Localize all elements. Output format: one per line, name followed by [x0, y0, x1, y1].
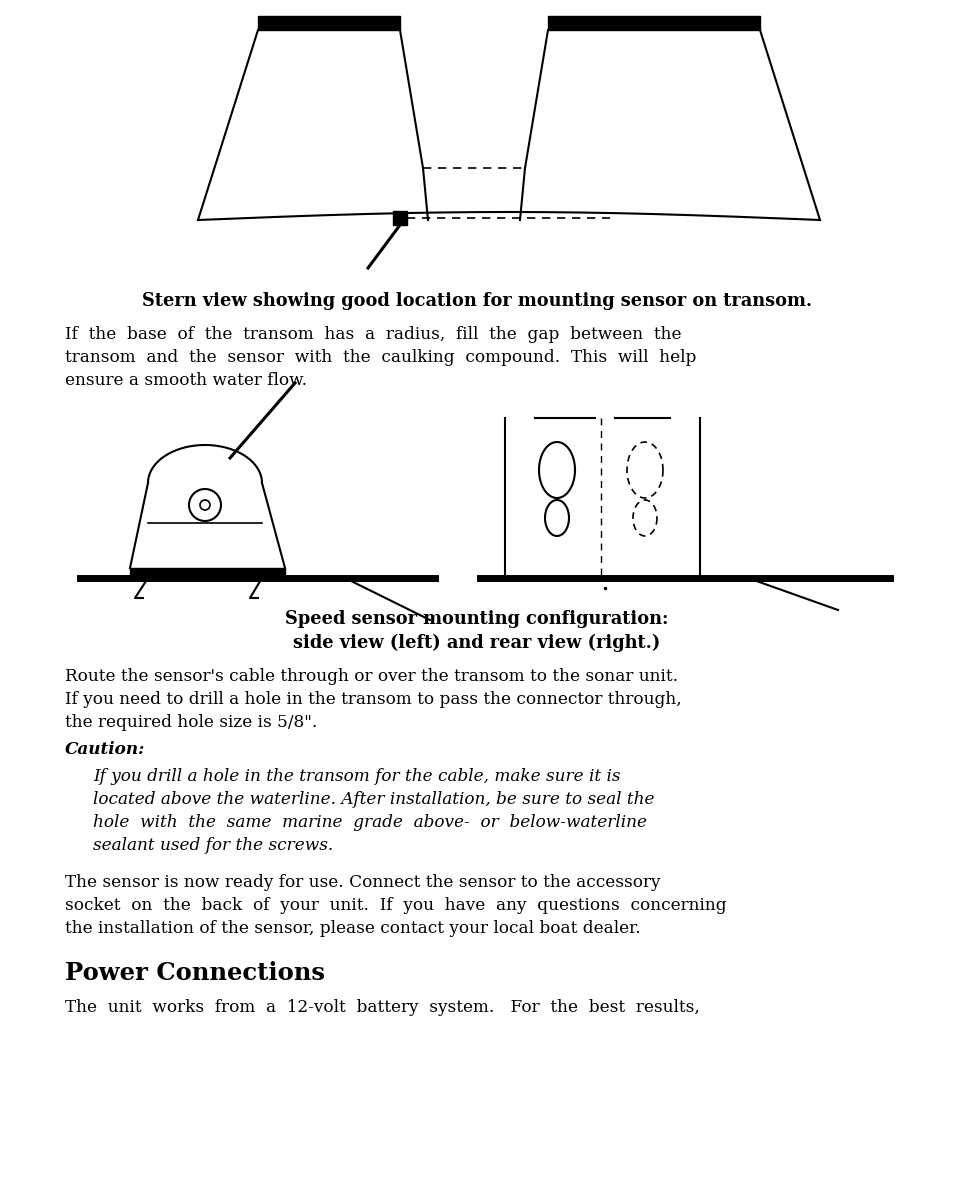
Text: hole  with  the  same  marine  grade  above-  or  below-waterline: hole with the same marine grade above- o… — [92, 814, 646, 831]
Text: socket  on  the  back  of  your  unit.  If  you  have  any  questions  concernin: socket on the back of your unit. If you … — [65, 897, 726, 914]
Text: The sensor is now ready for use. Connect the sensor to the accessory: The sensor is now ready for use. Connect… — [65, 874, 659, 891]
Text: transom  and  the  sensor  with  the  caulking  compound.  This  will  help: transom and the sensor with the caulking… — [65, 349, 696, 366]
Text: Stern view showing good location for mounting sensor on transom.: Stern view showing good location for mou… — [142, 293, 811, 311]
Text: If you drill a hole in the transom for the cable, make sure it is: If you drill a hole in the transom for t… — [92, 769, 619, 785]
Text: Caution:: Caution: — [65, 741, 145, 758]
Text: Power Connections: Power Connections — [65, 962, 325, 986]
Text: the installation of the sensor, please contact your local boat dealer.: the installation of the sensor, please c… — [65, 920, 640, 936]
Text: the required hole size is 5/8".: the required hole size is 5/8". — [65, 713, 317, 731]
Polygon shape — [393, 211, 407, 225]
Text: side view (left) and rear view (right.): side view (left) and rear view (right.) — [293, 634, 660, 652]
Text: ensure a smooth water flow.: ensure a smooth water flow. — [65, 372, 307, 388]
Text: located above the waterline. After installation, be sure to seal the: located above the waterline. After insta… — [92, 791, 654, 808]
Text: If  the  base  of  the  transom  has  a  radius,  fill  the  gap  between  the: If the base of the transom has a radius,… — [65, 326, 680, 343]
Text: Speed sensor mounting configuration:: Speed sensor mounting configuration: — [285, 610, 668, 628]
Text: Route the sensor's cable through or over the transom to the sonar unit.: Route the sensor's cable through or over… — [65, 668, 678, 685]
Text: If you need to drill a hole in the transom to pass the connector through,: If you need to drill a hole in the trans… — [65, 691, 680, 707]
Text: The  unit  works  from  a  12-volt  battery  system.   For  the  best  results,: The unit works from a 12-volt battery sy… — [65, 999, 699, 1016]
Text: sealant used for the screws.: sealant used for the screws. — [92, 837, 333, 854]
